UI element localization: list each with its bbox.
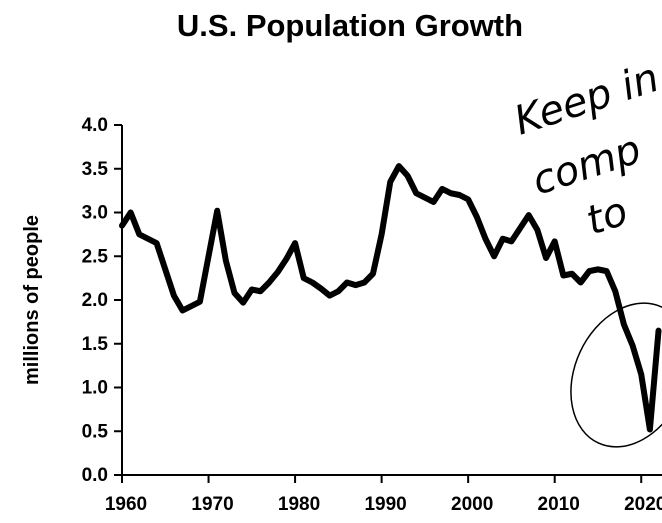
x-tick-label: 2020 xyxy=(624,494,662,515)
x-tick-label: 1980 xyxy=(278,494,320,515)
x-tick-label: 2000 xyxy=(451,494,493,515)
y-tick-label: 3.5 xyxy=(82,159,109,180)
x-tick-label: 1970 xyxy=(191,494,233,515)
y-tick-label: 1.0 xyxy=(82,378,108,399)
hand-drawn-circle xyxy=(570,302,662,448)
y-tick-label: 0.5 xyxy=(82,421,109,442)
annotation: Keep in xyxy=(509,55,662,145)
y-tick-label: 3.0 xyxy=(82,203,108,224)
y-tick-label: 1.5 xyxy=(82,334,109,355)
y-tick-label: 0.0 xyxy=(82,465,108,486)
annotation: comp xyxy=(527,127,647,205)
data-line xyxy=(119,163,662,433)
chart-title: U.S. Population Growth xyxy=(177,8,523,43)
y-tick-label: 4.0 xyxy=(82,115,108,136)
x-tick-label: 1960 xyxy=(105,494,147,515)
x-tick-label: 1990 xyxy=(364,494,406,515)
annotation: to xyxy=(581,188,633,244)
y-axis-label: millions of people xyxy=(21,215,43,385)
x-tick-label: 2010 xyxy=(538,494,580,515)
y-tick-label: 2.5 xyxy=(82,246,109,267)
y-tick-label: 2.0 xyxy=(82,290,108,311)
